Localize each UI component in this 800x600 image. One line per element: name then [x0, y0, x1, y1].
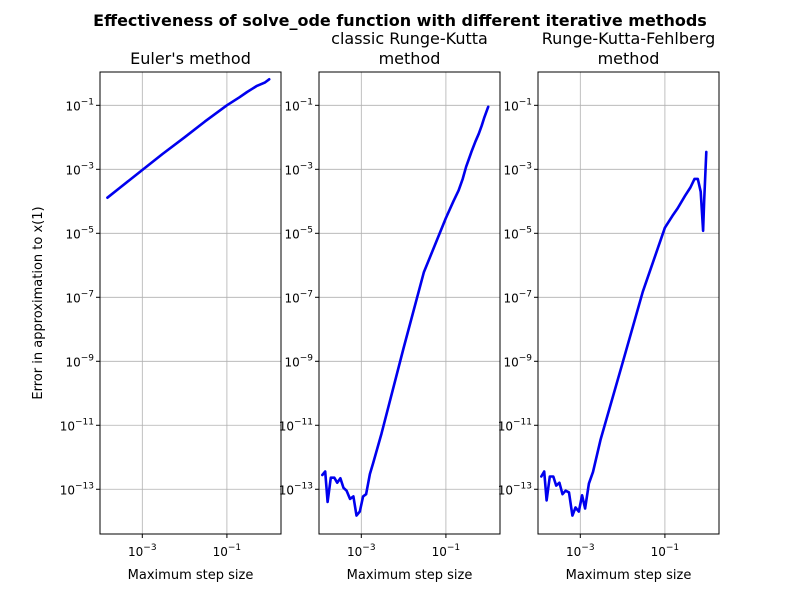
y-tick-label: 10−3 — [65, 161, 94, 177]
series-line-1 — [539, 150, 708, 517]
x-tick-label: 10−3 — [347, 543, 376, 559]
y-tick-label: 10−7 — [284, 289, 313, 305]
y-tick-label: 10−7 — [65, 289, 94, 305]
x-tick-label: 10−3 — [128, 543, 157, 559]
y-tick-label: 10−11 — [279, 417, 313, 433]
panel-title: Runge-Kutta-Fehlberg — [542, 29, 716, 48]
x-axis-label: Maximum step size — [128, 568, 254, 583]
panel-title: Euler's method — [130, 49, 251, 68]
y-tick-label: 10−5 — [503, 225, 532, 241]
x-tick-label: 10−1 — [651, 543, 680, 559]
y-tick-label: 10−3 — [284, 161, 313, 177]
x-tick-label: 10−1 — [432, 543, 461, 559]
y-tick-label: 10−9 — [503, 353, 532, 369]
y-tick-label: 10−13 — [498, 481, 532, 497]
plot-frame — [537, 71, 720, 535]
panel-3: 10−3 10−1 10−1 10−3 10−5 10−7 10−9 10−11 10−13 Ru… — [498, 29, 720, 583]
x-axis-label: Maximum step size — [566, 568, 692, 583]
figure-title: Effectiveness of solve_ode function with… — [93, 11, 707, 30]
panel-1: 10−3 10−1 10−1 10−3 10−5 10−7 10−9 10−11 10−13 Eu… — [60, 49, 282, 583]
panel-2: 10−3 10−1 10−1 10−3 10−5 10−7 10−9 10−11 10−13 cl… — [279, 29, 501, 583]
y-tick-label: 10−5 — [65, 225, 94, 241]
panel-title: method — [379, 49, 441, 68]
y-tick-label: 10−11 — [498, 417, 532, 433]
y-tick-label: 10−9 — [284, 353, 313, 369]
y-tick-label: 10−13 — [60, 481, 94, 497]
y-tick-label: 10−9 — [65, 353, 94, 369]
y-tick-label: 10−1 — [503, 97, 532, 113]
y-tick-label: 10−1 — [284, 97, 313, 113]
plot-frame — [99, 71, 282, 535]
y-tick-label: 10−1 — [65, 97, 94, 113]
y-tick-label: 10−7 — [503, 289, 532, 305]
series-line-1 — [106, 78, 271, 199]
x-tick-label: 10−3 — [566, 543, 595, 559]
series-line-1 — [320, 105, 490, 517]
x-tick-label: 10−1 — [213, 543, 242, 559]
panel-title: method — [598, 49, 660, 68]
y-tick-label: 10−3 — [503, 161, 532, 177]
x-axis-label: Maximum step size — [347, 568, 473, 583]
y-axis-label: Error in approximation to x(1) — [31, 206, 46, 399]
plot-frame — [318, 71, 501, 535]
y-tick-label: 10−5 — [284, 225, 313, 241]
y-tick-label: 10−11 — [60, 417, 94, 433]
panel-title: classic Runge-Kutta — [331, 29, 488, 48]
y-tick-label: 10−13 — [279, 481, 313, 497]
